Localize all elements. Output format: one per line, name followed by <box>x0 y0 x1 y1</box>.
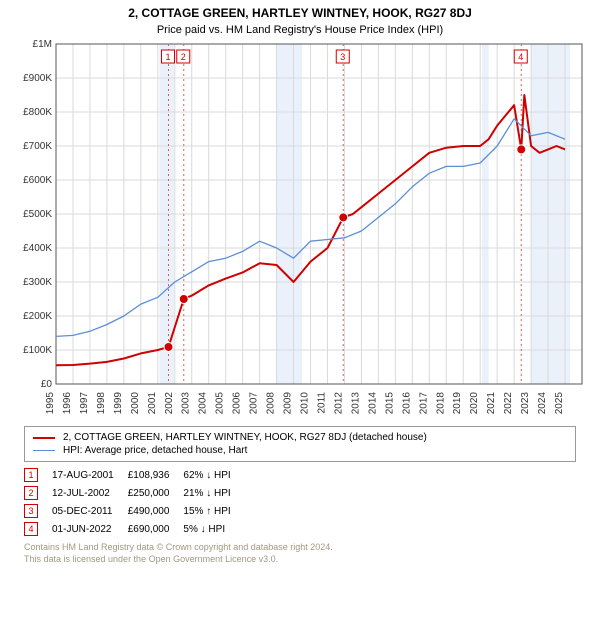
svg-text:£100K: £100K <box>23 345 52 356</box>
sale-price: £108,936 <box>128 466 184 484</box>
svg-text:2: 2 <box>181 52 186 62</box>
table-row: 1 17-AUG-2001£108,93662% ↓ HPI <box>24 466 245 484</box>
sale-delta: 21% ↓ HPI <box>183 484 244 502</box>
svg-text:2016: 2016 <box>401 392 412 415</box>
chart-title: 2, COTTAGE GREEN, HARTLEY WINTNEY, HOOK,… <box>0 0 600 20</box>
svg-text:£400K: £400K <box>23 243 52 254</box>
svg-text:2002: 2002 <box>164 392 175 415</box>
sale-delta: 62% ↓ HPI <box>183 466 244 484</box>
svg-text:£200K: £200K <box>23 311 52 322</box>
svg-text:£1M: £1M <box>33 40 52 50</box>
svg-text:2015: 2015 <box>384 392 395 415</box>
svg-text:2020: 2020 <box>469 392 480 415</box>
svg-text:2014: 2014 <box>367 392 378 415</box>
sales-table: 1 17-AUG-2001£108,93662% ↓ HPI 2 12-JUL-200… <box>24 466 245 538</box>
svg-text:2008: 2008 <box>266 392 277 415</box>
sale-date: 01-JUN-2022 <box>52 520 128 538</box>
svg-text:£500K: £500K <box>23 209 52 220</box>
sale-marker-icon: 4 <box>24 522 38 536</box>
svg-text:1996: 1996 <box>62 392 73 415</box>
svg-text:2022: 2022 <box>503 392 514 415</box>
legend-label: HPI: Average price, detached house, Hart <box>63 445 247 456</box>
sale-date: 17-AUG-2001 <box>52 466 128 484</box>
legend-swatch-price <box>33 437 55 439</box>
svg-text:2021: 2021 <box>486 392 497 415</box>
sale-date: 05-DEC-2011 <box>52 502 128 520</box>
svg-text:3: 3 <box>340 52 345 62</box>
chart-subtitle: Price paid vs. HM Land Registry's House … <box>0 20 600 40</box>
svg-text:2007: 2007 <box>249 392 260 415</box>
chart-area: £0 £100K £200K £300K £400K £500K £600K £700K £80… <box>12 40 588 420</box>
legend-row: 2, COTTAGE GREEN, HARTLEY WINTNEY, HOOK,… <box>33 431 567 444</box>
svg-text:2023: 2023 <box>520 392 531 415</box>
chart-svg: £0 £100K £200K £300K £400K £500K £600K £700K £80… <box>12 40 588 420</box>
svg-text:2005: 2005 <box>215 392 226 415</box>
svg-text:2013: 2013 <box>350 392 361 415</box>
legend-row: HPI: Average price, detached house, Hart <box>33 444 567 457</box>
svg-text:2006: 2006 <box>232 392 243 415</box>
table-row: 4 01-JUN-2022£690,0005% ↓ HPI <box>24 520 245 538</box>
sale-marker-icon: 3 <box>24 504 38 518</box>
sale-marker-icon: 1 <box>24 468 38 482</box>
svg-text:£300K: £300K <box>23 277 52 288</box>
svg-text:2025: 2025 <box>554 392 565 415</box>
svg-text:£900K: £900K <box>23 73 52 84</box>
svg-text:£800K: £800K <box>23 107 52 118</box>
svg-text:1995: 1995 <box>45 392 56 415</box>
svg-text:2018: 2018 <box>435 392 446 415</box>
legend-label: 2, COTTAGE GREEN, HARTLEY WINTNEY, HOOK,… <box>63 432 427 443</box>
svg-text:2003: 2003 <box>181 392 192 415</box>
sale-date: 12-JUL-2002 <box>52 484 128 502</box>
svg-text:2010: 2010 <box>300 392 311 415</box>
svg-text:2011: 2011 <box>316 392 327 414</box>
svg-text:2009: 2009 <box>283 392 294 415</box>
svg-text:2012: 2012 <box>333 392 344 415</box>
sale-delta: 15% ↑ HPI <box>183 502 244 520</box>
sale-price: £490,000 <box>128 502 184 520</box>
svg-text:£0: £0 <box>41 379 53 390</box>
svg-text:4: 4 <box>518 52 523 62</box>
svg-text:2024: 2024 <box>537 392 548 415</box>
svg-text:2001: 2001 <box>147 392 158 415</box>
sale-marker-icon: 2 <box>24 486 38 500</box>
footer-line: This data is licensed under the Open Gov… <box>24 554 576 566</box>
svg-text:2000: 2000 <box>130 392 141 415</box>
svg-text:£600K: £600K <box>23 175 52 186</box>
sale-price: £690,000 <box>128 520 184 538</box>
footer-attribution: Contains HM Land Registry data © Crown c… <box>24 542 576 565</box>
sale-price: £250,000 <box>128 484 184 502</box>
svg-text:1998: 1998 <box>96 392 107 415</box>
table-row: 2 12-JUL-2002£250,00021% ↓ HPI <box>24 484 245 502</box>
svg-text:2017: 2017 <box>418 392 429 415</box>
sale-delta: 5% ↓ HPI <box>183 520 244 538</box>
svg-text:1997: 1997 <box>79 392 90 415</box>
table-row: 3 05-DEC-2011£490,00015% ↑ HPI <box>24 502 245 520</box>
legend-box: 2, COTTAGE GREEN, HARTLEY WINTNEY, HOOK,… <box>24 426 576 462</box>
legend-swatch-hpi <box>33 450 55 451</box>
svg-text:2019: 2019 <box>452 392 463 415</box>
svg-text:1999: 1999 <box>113 392 124 415</box>
footer-line: Contains HM Land Registry data © Crown c… <box>24 542 576 554</box>
svg-text:£700K: £700K <box>23 141 52 152</box>
svg-text:1: 1 <box>165 52 170 62</box>
svg-text:2004: 2004 <box>198 392 209 415</box>
